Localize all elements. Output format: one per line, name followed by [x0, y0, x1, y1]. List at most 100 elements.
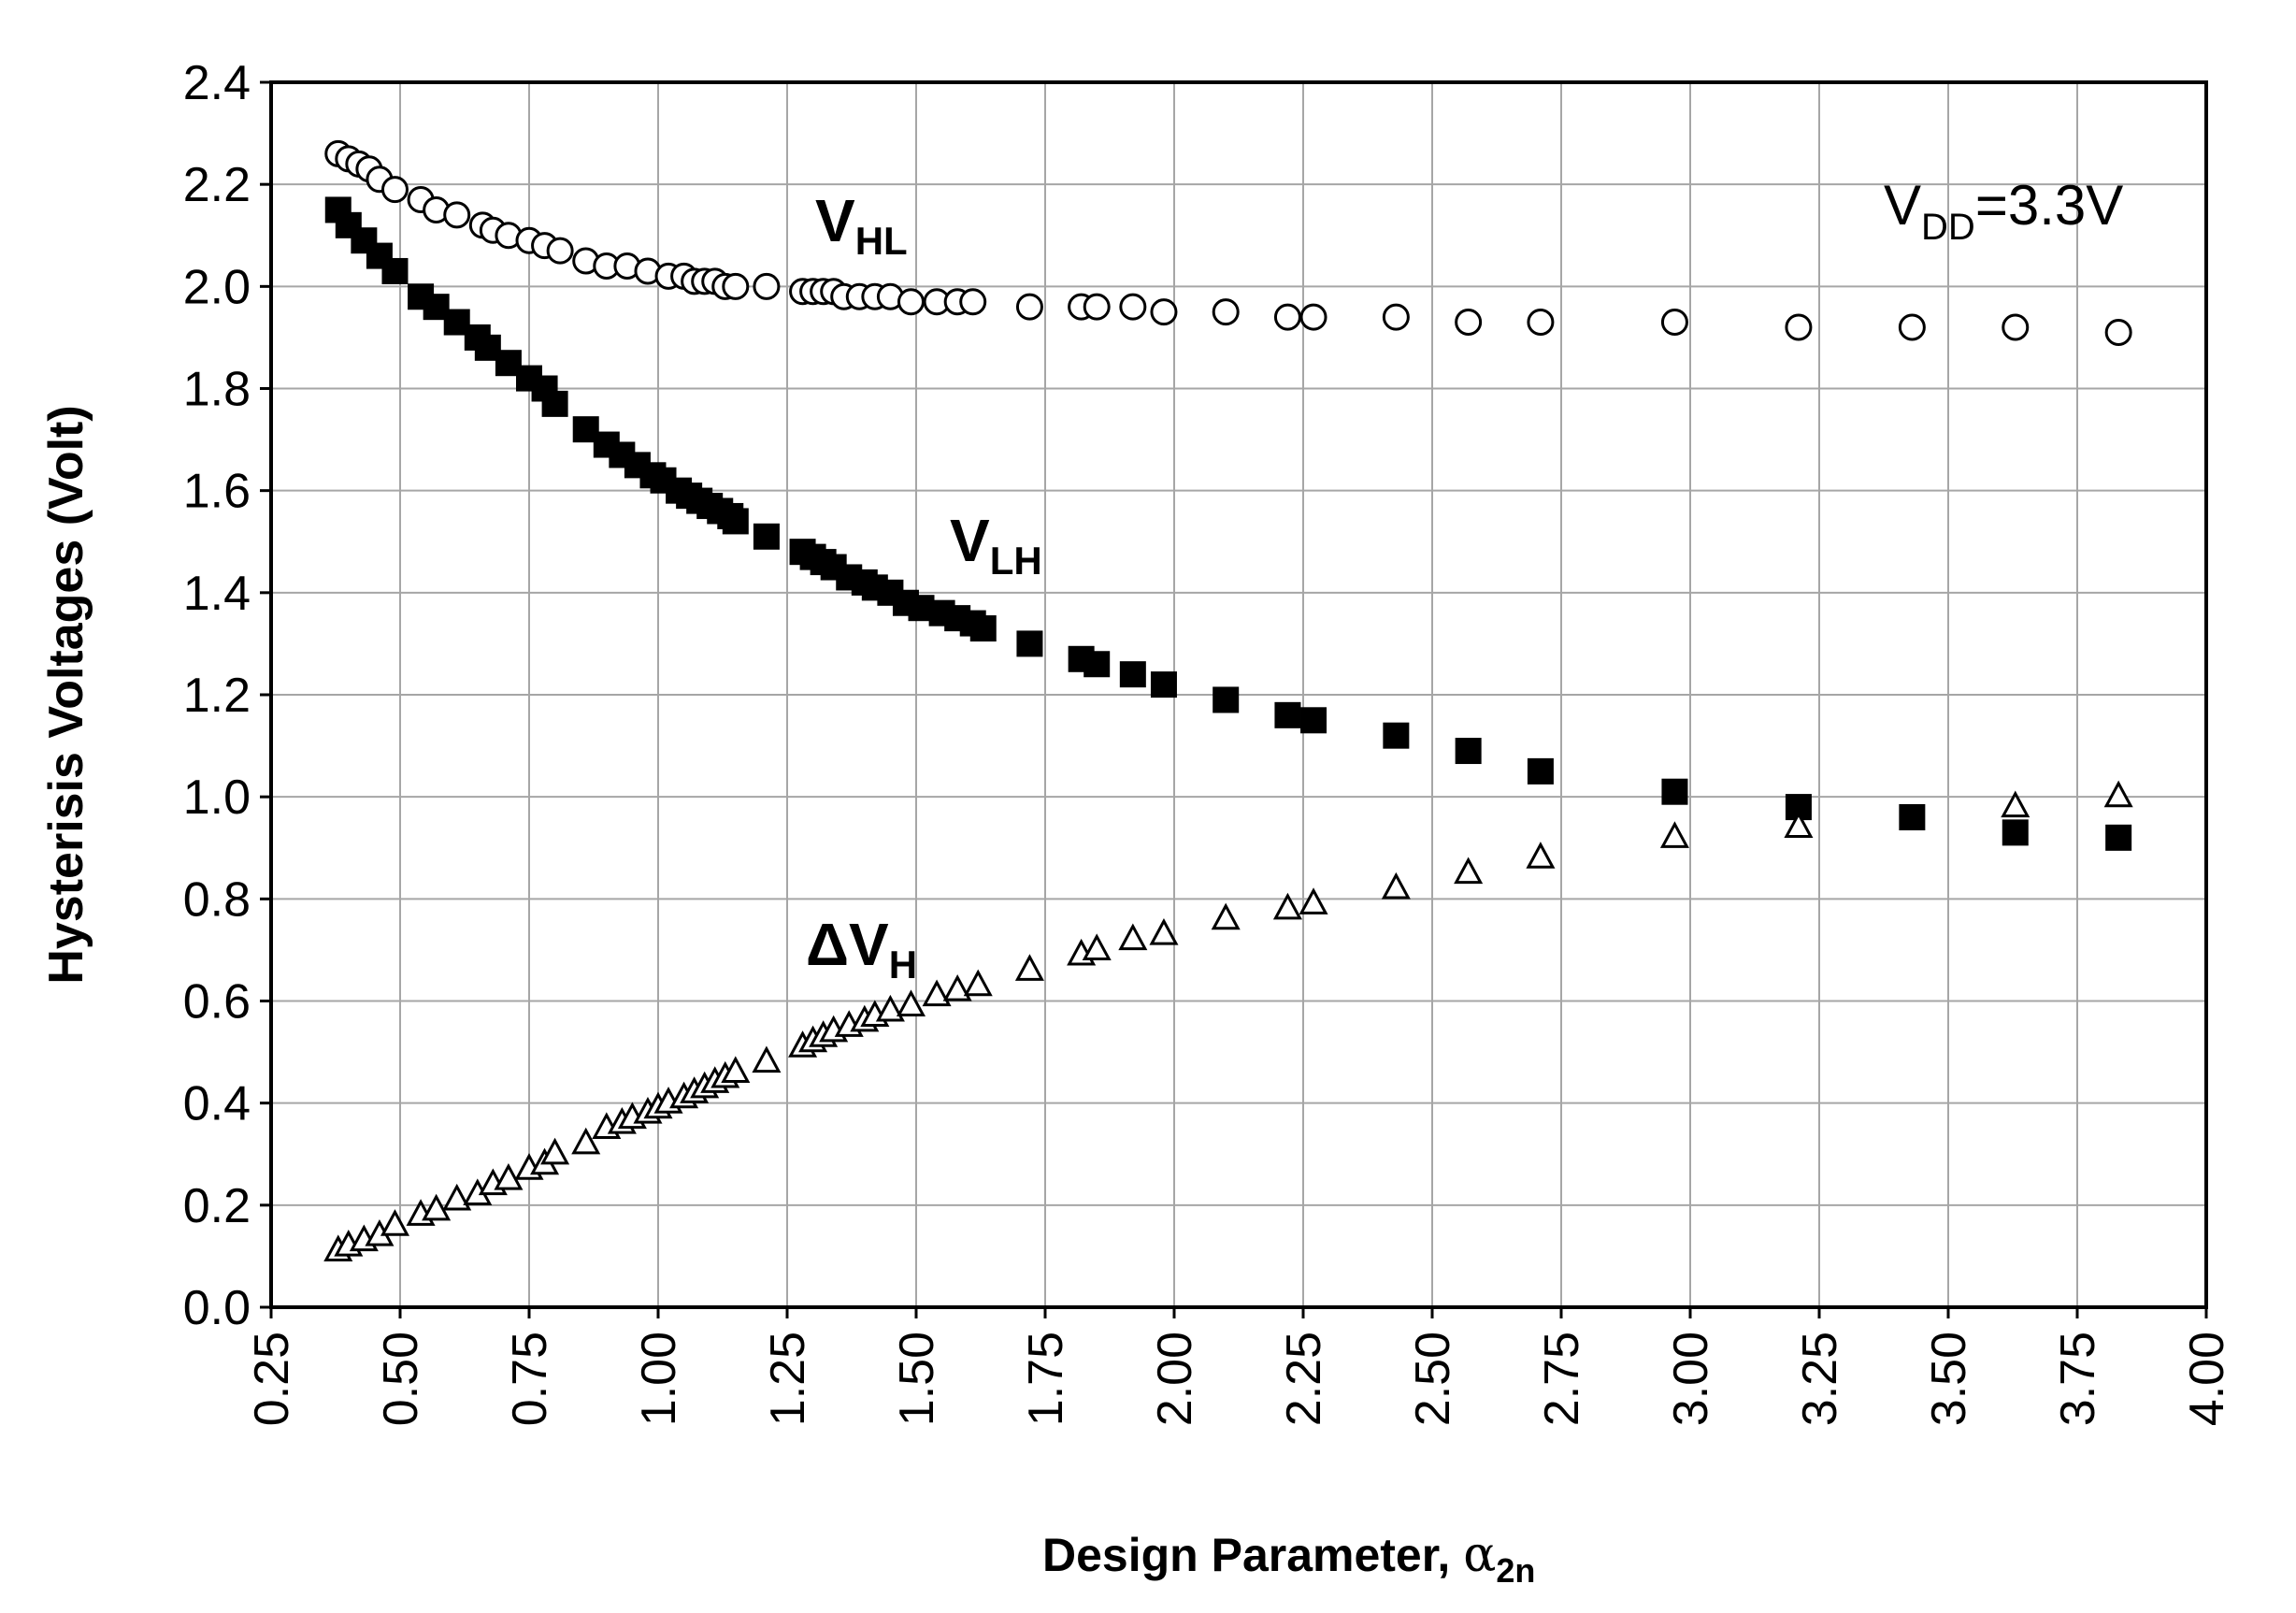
vhl-point: [1083, 293, 1111, 321]
vlh-point: [1083, 651, 1111, 678]
vlh-point: [1150, 671, 1177, 698]
x-tick-label: 2.25: [1277, 1332, 1331, 1426]
y-tick-label: 0.6: [183, 975, 251, 1030]
series-0: [324, 139, 2132, 346]
delta-vh-point: [1381, 871, 1411, 900]
x-tick-label: 1.25: [761, 1332, 815, 1426]
plot-frame: [269, 80, 2208, 1309]
delta-vh-point: [1526, 842, 1556, 869]
delta-vh-point: [422, 1193, 452, 1221]
x-tick-label: 3.75: [2051, 1332, 2105, 1426]
vdd-annotation: VDD=3.3V: [1884, 174, 2123, 248]
y-tick-label: 1.2: [183, 669, 251, 723]
vlh-point: [1300, 707, 1327, 734]
delta-vh-point: [1454, 857, 1484, 885]
x-tick-label: 1.00: [632, 1332, 686, 1426]
x-tick-label: 2.00: [1148, 1332, 1202, 1426]
vlh-point: [2002, 819, 2029, 846]
x-tick-label: 4.00: [2180, 1332, 2234, 1426]
x-tick-label: 0.25: [245, 1332, 299, 1426]
y-axis-title: Hysterisis Voltages (Volt): [39, 405, 93, 984]
delta-vh-point: [442, 1183, 472, 1211]
y-tick-label: 0.4: [183, 1077, 251, 1131]
vlh-point: [1527, 757, 1554, 785]
vhl-point: [753, 272, 781, 300]
vhl-point: [546, 237, 574, 265]
vlh-point: [1274, 701, 1301, 728]
delta-vh-point: [1014, 954, 1044, 981]
series-2: [323, 780, 2133, 1262]
delta-vh-point: [875, 994, 905, 1022]
x-tick-label: 0.50: [374, 1332, 428, 1426]
vhl-point: [1382, 303, 1410, 331]
x-tick-label: 1.75: [1019, 1332, 1073, 1426]
vhl-point: [722, 272, 750, 300]
delta-vh-point: [1082, 933, 1112, 961]
vhl-point: [380, 176, 409, 204]
vhl-point: [1212, 298, 1240, 326]
vhl-point: [1785, 313, 1813, 341]
tick-labels: 0.25 0.50 0.75 1.00 1.25 1.50 1.75 2.00 2.25 2.50…: [183, 56, 2234, 1426]
series-label-delta-vh: ΔVH: [806, 911, 917, 987]
x-tick-label: 2.50: [1406, 1332, 1460, 1426]
vlh-point: [381, 257, 409, 284]
delta-vh-point: [494, 1162, 524, 1190]
delta-vh-point: [540, 1137, 570, 1165]
data-series: [323, 139, 2133, 1262]
y-tick-label: 2.4: [183, 56, 251, 110]
vlh-point: [541, 390, 568, 417]
delta-vh-point: [571, 1127, 601, 1155]
x-tick-label: 1.50: [890, 1332, 944, 1426]
x-tick-label: 3.00: [1664, 1332, 1718, 1426]
vlh-point: [722, 508, 749, 535]
y-tick-label: 0.2: [183, 1179, 251, 1233]
y-tick-label: 0.8: [183, 872, 251, 927]
vhl-point: [443, 201, 471, 229]
vhl-point: [1455, 309, 1483, 337]
delta-vh-point: [1659, 821, 1689, 848]
vlh-point: [1455, 738, 1482, 765]
delta-vh-point: [1272, 892, 1302, 920]
vhl-point: [959, 288, 987, 316]
series-label-vhl: VHL: [815, 187, 908, 263]
delta-vh-point: [963, 969, 993, 997]
delta-vh-point: [1118, 923, 1148, 951]
vlh-point: [1213, 686, 1240, 713]
y-tick-label: 2.0: [183, 260, 251, 314]
delta-vh-point: [752, 1045, 782, 1073]
vlh-point: [1899, 804, 1926, 830]
vhl-point: [1119, 293, 1147, 321]
delta-vh-point: [1211, 902, 1241, 930]
delta-vh-point: [380, 1209, 409, 1236]
delta-vh-point: [721, 1056, 751, 1084]
vlh-point: [1119, 661, 1146, 688]
vlh-point: [1383, 722, 1410, 749]
delta-vh-point: [896, 989, 926, 1017]
vhl-point: [897, 288, 925, 316]
vlh-point: [2105, 824, 2132, 851]
y-tick-label: 1.4: [183, 567, 251, 621]
vlh-point: [1661, 778, 1688, 805]
x-tick-label: 3.50: [1922, 1332, 1976, 1426]
series-1: [324, 196, 2132, 851]
x-tick-label: 0.75: [503, 1332, 557, 1426]
vhl-point: [2104, 318, 2132, 346]
delta-vh-point: [2103, 780, 2133, 808]
y-tick-label: 2.2: [183, 158, 251, 212]
vhl-point: [1150, 298, 1178, 326]
vhl-point: [1273, 303, 1301, 331]
vlh-point: [1016, 630, 1043, 657]
vhl-point: [1898, 313, 1926, 341]
delta-vh-point: [1784, 811, 1814, 839]
y-tick-label: 0.0: [183, 1281, 251, 1335]
vhl-point: [1299, 303, 1327, 331]
x-tick-label: 3.25: [1793, 1332, 1847, 1426]
y-tick-label: 1.0: [183, 770, 251, 825]
series-label-vlh: VLH: [950, 507, 1042, 583]
delta-vh-point: [1299, 887, 1328, 915]
delta-vh-point: [922, 979, 952, 1007]
y-tick-label: 1.6: [183, 465, 251, 519]
vlh-point: [753, 523, 780, 550]
vhl-point: [1660, 309, 1688, 337]
